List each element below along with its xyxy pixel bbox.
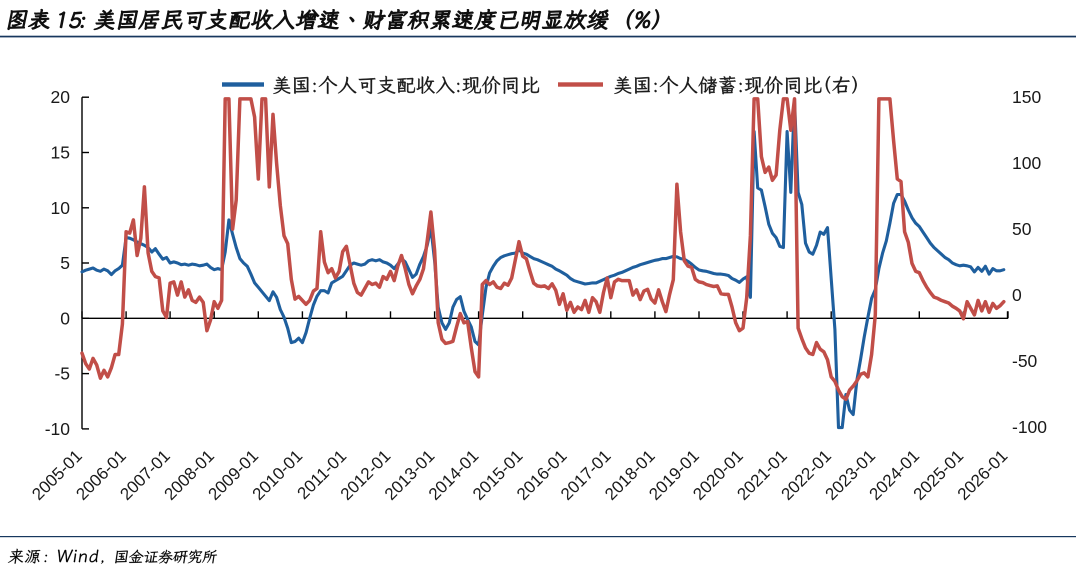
svg-text:20: 20 xyxy=(51,87,71,107)
svg-text:50: 50 xyxy=(1012,219,1032,239)
svg-text:5: 5 xyxy=(60,253,70,273)
svg-text:10: 10 xyxy=(51,198,71,218)
svg-text:-5: -5 xyxy=(54,364,70,384)
svg-text:-50: -50 xyxy=(1012,351,1038,371)
svg-text:100: 100 xyxy=(1012,153,1041,173)
svg-text:0: 0 xyxy=(1012,285,1022,305)
svg-text:-10: -10 xyxy=(45,419,71,439)
svg-text:0: 0 xyxy=(60,308,70,328)
svg-text:15: 15 xyxy=(51,143,70,163)
svg-text:150: 150 xyxy=(1012,87,1041,107)
svg-text:-100: -100 xyxy=(1012,417,1047,437)
